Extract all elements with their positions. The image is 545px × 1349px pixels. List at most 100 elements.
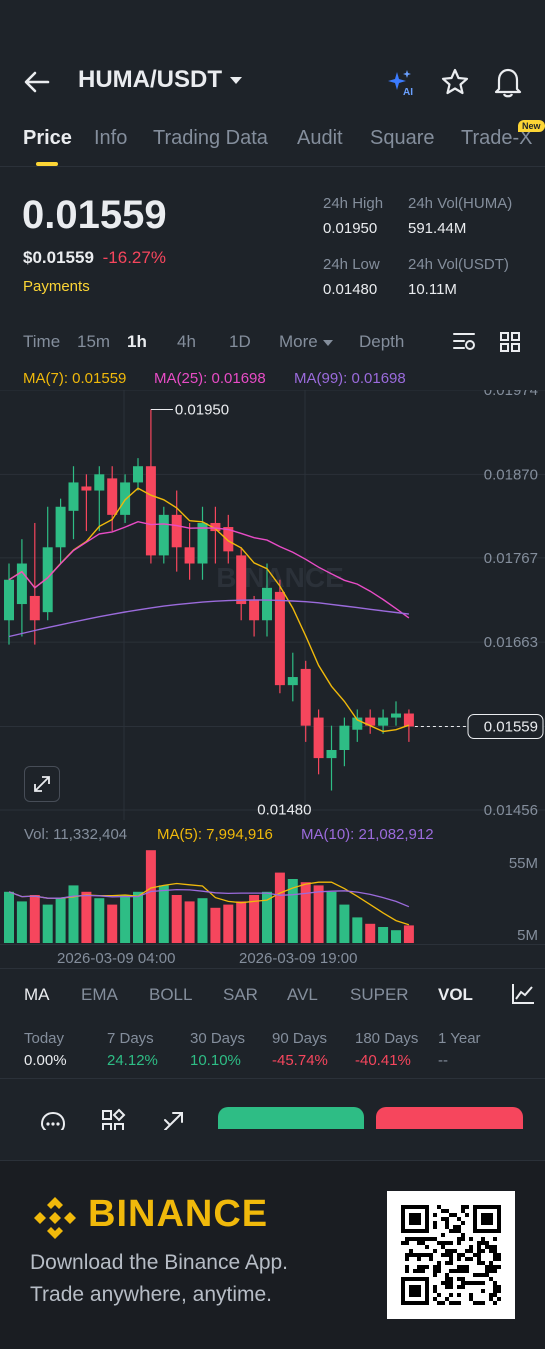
expand-icon xyxy=(34,776,50,792)
volume-bar xyxy=(339,904,350,943)
qr-module xyxy=(493,1245,497,1249)
indicator-super[interactable]: SUPER xyxy=(350,985,409,1004)
qr-module xyxy=(433,1225,437,1229)
y-axis-label: 0.01663 xyxy=(484,634,538,651)
indicator-settings-button[interactable] xyxy=(510,982,536,1006)
qr-module xyxy=(457,1217,461,1221)
sell-button[interactable] xyxy=(376,1107,523,1129)
qr-module xyxy=(457,1229,461,1233)
layout-button[interactable] xyxy=(498,330,522,354)
volume-bar xyxy=(403,925,414,943)
tab-trade-x[interactable]: Trade-X xyxy=(461,127,533,149)
qr-module xyxy=(425,1265,429,1269)
qr-module xyxy=(449,1301,453,1305)
fullscreen-button[interactable] xyxy=(24,766,60,802)
indicator-avl[interactable]: AVL xyxy=(287,985,318,1004)
candle-body xyxy=(262,587,272,621)
candle-body xyxy=(81,486,92,491)
timeframe-1d[interactable]: 1D xyxy=(229,332,251,351)
chevron-down-icon xyxy=(230,77,242,85)
price-chart[interactable]: BINANCE 0.019740.018700.017670.016630.01… xyxy=(0,390,545,820)
qr-module xyxy=(453,1269,457,1273)
tab-square[interactable]: Square xyxy=(370,127,435,149)
qr-module xyxy=(493,1269,497,1273)
indicator-ema[interactable]: EMA xyxy=(81,985,118,1004)
bell-icon xyxy=(494,68,522,98)
qr-module xyxy=(433,1249,437,1253)
qr-module xyxy=(485,1241,489,1245)
qr-module xyxy=(441,1233,445,1237)
tab-price[interactable]: Price xyxy=(23,127,72,149)
qr-module xyxy=(421,1269,425,1273)
candle-body xyxy=(391,713,401,718)
timeframe-4h[interactable]: 4h xyxy=(177,332,196,351)
perf-value-7d: 24.12% xyxy=(107,1052,158,1069)
indicator-boll[interactable]: BOLL xyxy=(149,985,193,1004)
ai-button[interactable]: AI xyxy=(386,68,416,98)
qr-module xyxy=(405,1253,409,1257)
tab-info[interactable]: Info xyxy=(94,127,128,149)
pair-selector[interactable]: HUMA/USDT xyxy=(78,66,242,94)
timeframe-15m[interactable]: 15m xyxy=(77,332,111,351)
qr-code[interactable] xyxy=(387,1191,515,1319)
timeframe-depth[interactable]: Depth xyxy=(359,332,405,351)
qr-module xyxy=(437,1265,441,1269)
perf-label-90d: 90 Days xyxy=(272,1030,328,1047)
change-percent: -16.27% xyxy=(102,248,166,267)
candle-body xyxy=(378,717,389,726)
timeframe-more[interactable]: More xyxy=(279,332,333,352)
y-axis-label: 0.01456 xyxy=(484,802,538,819)
volume-bar xyxy=(274,872,285,943)
volume-bar xyxy=(197,898,208,943)
qr-module xyxy=(445,1261,449,1265)
qr-module xyxy=(449,1285,453,1289)
qr-module xyxy=(425,1253,429,1257)
tab-trading-data[interactable]: Trading Data xyxy=(153,127,268,149)
qr-module xyxy=(441,1217,445,1221)
low-label: 24h Low xyxy=(323,256,380,273)
tab-audit[interactable]: Audit xyxy=(297,127,343,149)
performance-row: Today 0.00% 7 Days 24.12% 30 Days 10.10%… xyxy=(0,1020,545,1078)
indicator-ma[interactable]: MA xyxy=(24,985,50,1004)
timeframe-1h[interactable]: 1h xyxy=(127,332,147,351)
qr-module xyxy=(401,1241,405,1245)
qr-module xyxy=(441,1209,445,1213)
qr-module xyxy=(481,1273,485,1277)
candle-body xyxy=(158,514,169,556)
alert-button[interactable] xyxy=(493,66,523,98)
timeframe-time[interactable]: Time xyxy=(23,332,61,351)
indicator-vol[interactable]: VOL xyxy=(438,985,473,1004)
favorite-button[interactable] xyxy=(440,67,470,97)
volume-bar xyxy=(145,850,156,943)
qr-module xyxy=(481,1237,485,1241)
qr-module xyxy=(493,1257,497,1261)
vol-ma5-legend: MA(5): 7,994,916 xyxy=(157,826,273,843)
chat-button[interactable] xyxy=(38,1108,68,1130)
qr-module xyxy=(485,1245,489,1249)
download-line-1: Download the Binance App. xyxy=(30,1251,289,1274)
y-axis-label: 0.01974 xyxy=(484,390,538,399)
divider xyxy=(0,944,545,945)
volume-bar xyxy=(184,901,195,943)
qr-module xyxy=(457,1285,461,1289)
perf-label-1y: 1 Year xyxy=(438,1030,481,1047)
qr-module xyxy=(477,1253,481,1257)
candle-body xyxy=(365,717,376,726)
high-marker-label: 0.01950 xyxy=(175,401,229,418)
qr-module xyxy=(449,1249,453,1253)
share-button[interactable] xyxy=(160,1108,188,1130)
low-marker-label: 0.01480 xyxy=(257,802,311,819)
indicator-sar[interactable]: SAR xyxy=(223,985,258,1004)
category-tag[interactable]: Payments xyxy=(23,278,90,295)
back-button[interactable] xyxy=(22,68,52,96)
qr-module xyxy=(493,1237,497,1241)
apps-button[interactable] xyxy=(100,1108,128,1130)
qr-module xyxy=(481,1241,485,1245)
volume-bar xyxy=(326,891,337,943)
qr-module xyxy=(481,1249,485,1253)
chart-settings-button[interactable] xyxy=(452,330,478,354)
perf-label-today: Today xyxy=(24,1030,65,1047)
buy-button[interactable] xyxy=(218,1107,364,1129)
y-axis-label: 0.01767 xyxy=(484,550,538,567)
qr-module xyxy=(441,1245,445,1249)
